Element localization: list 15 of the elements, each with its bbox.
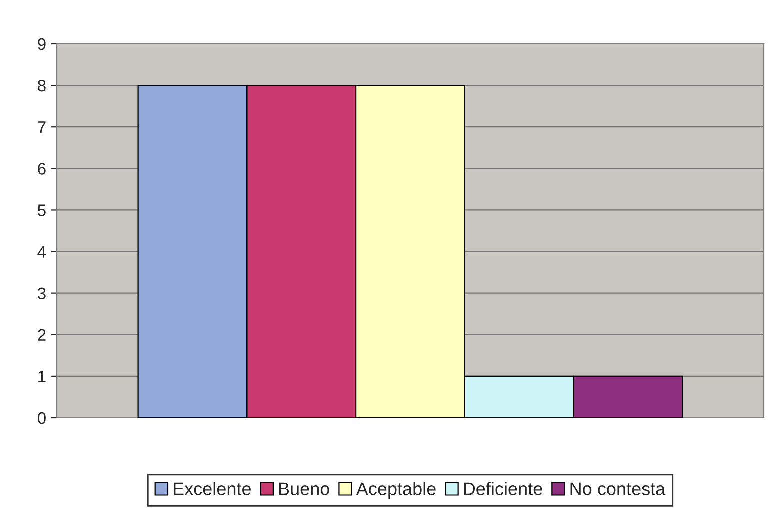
legend-label: Bueno bbox=[279, 482, 330, 496]
y-tick-label: 0 bbox=[38, 412, 46, 424]
legend-label: Excelente bbox=[174, 482, 251, 496]
legend-label: No contesta bbox=[570, 482, 666, 496]
y-tick-label: 3 bbox=[38, 288, 46, 300]
legend-label: Aceptable bbox=[356, 482, 436, 499]
y-tick-label: 4 bbox=[38, 246, 46, 258]
y-tick-label: 1 bbox=[38, 371, 46, 382]
y-tick-label: 2 bbox=[38, 329, 46, 341]
y-tick-label: 7 bbox=[38, 122, 46, 134]
y-tick-label: 5 bbox=[38, 204, 46, 216]
y-tick-label: 9 bbox=[38, 38, 46, 50]
y-tick-label: 6 bbox=[38, 163, 46, 175]
y-tick-label: 8 bbox=[38, 80, 46, 92]
legend-label: Deficiente bbox=[464, 482, 542, 496]
